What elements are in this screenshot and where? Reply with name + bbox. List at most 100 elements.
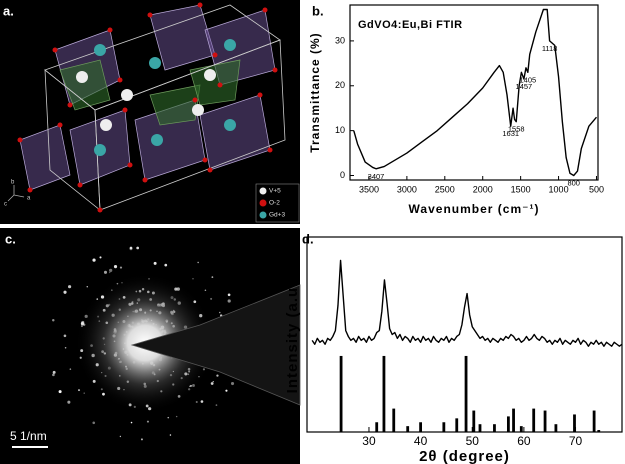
diffraction-spot (210, 297, 213, 300)
legend-swatch (259, 199, 267, 207)
reference-stick (382, 355, 386, 432)
legend-label: O-2 (269, 200, 280, 207)
diffraction-spot (140, 438, 143, 441)
plot-frame (349, 4, 599, 181)
data-line (353, 8, 598, 177)
diffraction-spot (86, 286, 88, 288)
diffraction-spot (227, 293, 231, 297)
legend-swatch (259, 187, 267, 195)
y-tick-label: 30 (335, 35, 345, 45)
peak-label: 800 (567, 178, 580, 187)
diffraction-spot (103, 270, 108, 274)
diffraction-spot (197, 261, 199, 264)
x-tick-label: 60 (517, 434, 531, 448)
x-tick-label: 2000 (473, 184, 493, 194)
reference-stick (592, 410, 596, 432)
diffraction-spot (92, 421, 96, 425)
legend-label: Gd+3 (269, 212, 285, 219)
x-axis-label: 2θ (degree) (419, 448, 510, 464)
x-tick-label: 1000 (549, 184, 569, 194)
diffraction-spot (175, 415, 178, 418)
diffraction-spot (211, 276, 214, 279)
reference-stick (519, 426, 523, 432)
diffraction-spot (204, 289, 207, 291)
diffraction-spot (227, 299, 231, 303)
reference-stick (543, 410, 547, 432)
diffraction-spot (136, 246, 140, 250)
peak-label: 1405 (520, 75, 537, 84)
panel-label: b. (312, 3, 324, 18)
x-tick-label: 3500 (359, 184, 379, 194)
diffraction-spot (215, 404, 218, 407)
diffraction-spot (52, 318, 55, 322)
diffraction-spot (63, 334, 67, 338)
reference-stick (493, 424, 496, 432)
diffraction-spot (169, 434, 172, 436)
x-tick-label: 500 (589, 184, 604, 194)
diffraction-spot (219, 311, 221, 314)
reference-stick (472, 410, 476, 432)
diffraction-spot (195, 400, 198, 404)
diffraction-spot (52, 373, 55, 377)
x-tick-label: 70 (569, 434, 583, 448)
diffraction-spot (113, 265, 118, 269)
diffraction-spot (129, 246, 133, 250)
peak-label: 1558 (508, 125, 525, 134)
diffraction-spot (78, 389, 81, 392)
panel-label: a. (3, 3, 14, 18)
diffraction-spot (230, 381, 235, 386)
data-line (311, 259, 623, 347)
diffraction-spot (52, 370, 56, 374)
panel-label: c. (5, 231, 16, 246)
chart-title: GdVO4:Eu,Bi FTIR (358, 19, 463, 31)
diffraction-spot (64, 347, 67, 349)
y-tick-label: 10 (335, 125, 345, 135)
axis-letter: a (27, 196, 31, 202)
axis-letter: b (11, 180, 15, 186)
legend-label: V+5 (269, 188, 281, 195)
x-tick-label: 30 (362, 434, 376, 448)
diffraction-spot (200, 400, 204, 403)
diffraction-spot (212, 380, 214, 383)
y-axis-label: Intensity (a.u.) (284, 276, 301, 394)
diffraction-spot (119, 435, 122, 438)
x-tick-label: 1500 (511, 184, 531, 194)
panel-label: d. (302, 231, 314, 246)
reference-stick (532, 408, 536, 432)
reference-stick (375, 422, 379, 432)
diffraction-spot (83, 392, 85, 394)
y-tick-label: 0 (340, 170, 345, 180)
reference-stick (512, 408, 515, 432)
diffraction-spot (67, 400, 71, 404)
reference-stick (419, 422, 423, 432)
diffraction-spot (164, 263, 168, 267)
diffraction-spot (192, 278, 194, 280)
reference-stick (455, 418, 459, 432)
reference-stick (597, 430, 601, 432)
diffraction-spot (63, 290, 67, 294)
peak-label: 3407 (368, 172, 385, 181)
x-tick-label: 2500 (435, 184, 455, 194)
peak-label: 1457 (516, 82, 533, 91)
reference-stick (392, 408, 396, 432)
axis-letter: c (4, 202, 7, 208)
scale-bar-label: 5 1/nm (10, 429, 47, 443)
tetrahedra (59, 59, 241, 126)
diffraction-spot (225, 389, 228, 392)
diffraction-spot (69, 368, 72, 370)
x-tick-label: 3000 (397, 184, 417, 194)
reference-stick (478, 424, 482, 432)
reference-stick (339, 355, 343, 432)
axes-indicator (7, 185, 25, 202)
diffraction-spot (153, 261, 157, 265)
atoms (17, 2, 278, 213)
peak-label: 1631 (502, 129, 519, 138)
diffraction-spot (216, 374, 219, 377)
peak-label: 1118 (542, 44, 558, 53)
x-tick-label: 40 (414, 434, 428, 448)
reference-stick (464, 355, 468, 432)
y-axis-label: Transmittance (%) (308, 32, 322, 152)
diffraction-spot (146, 420, 149, 423)
